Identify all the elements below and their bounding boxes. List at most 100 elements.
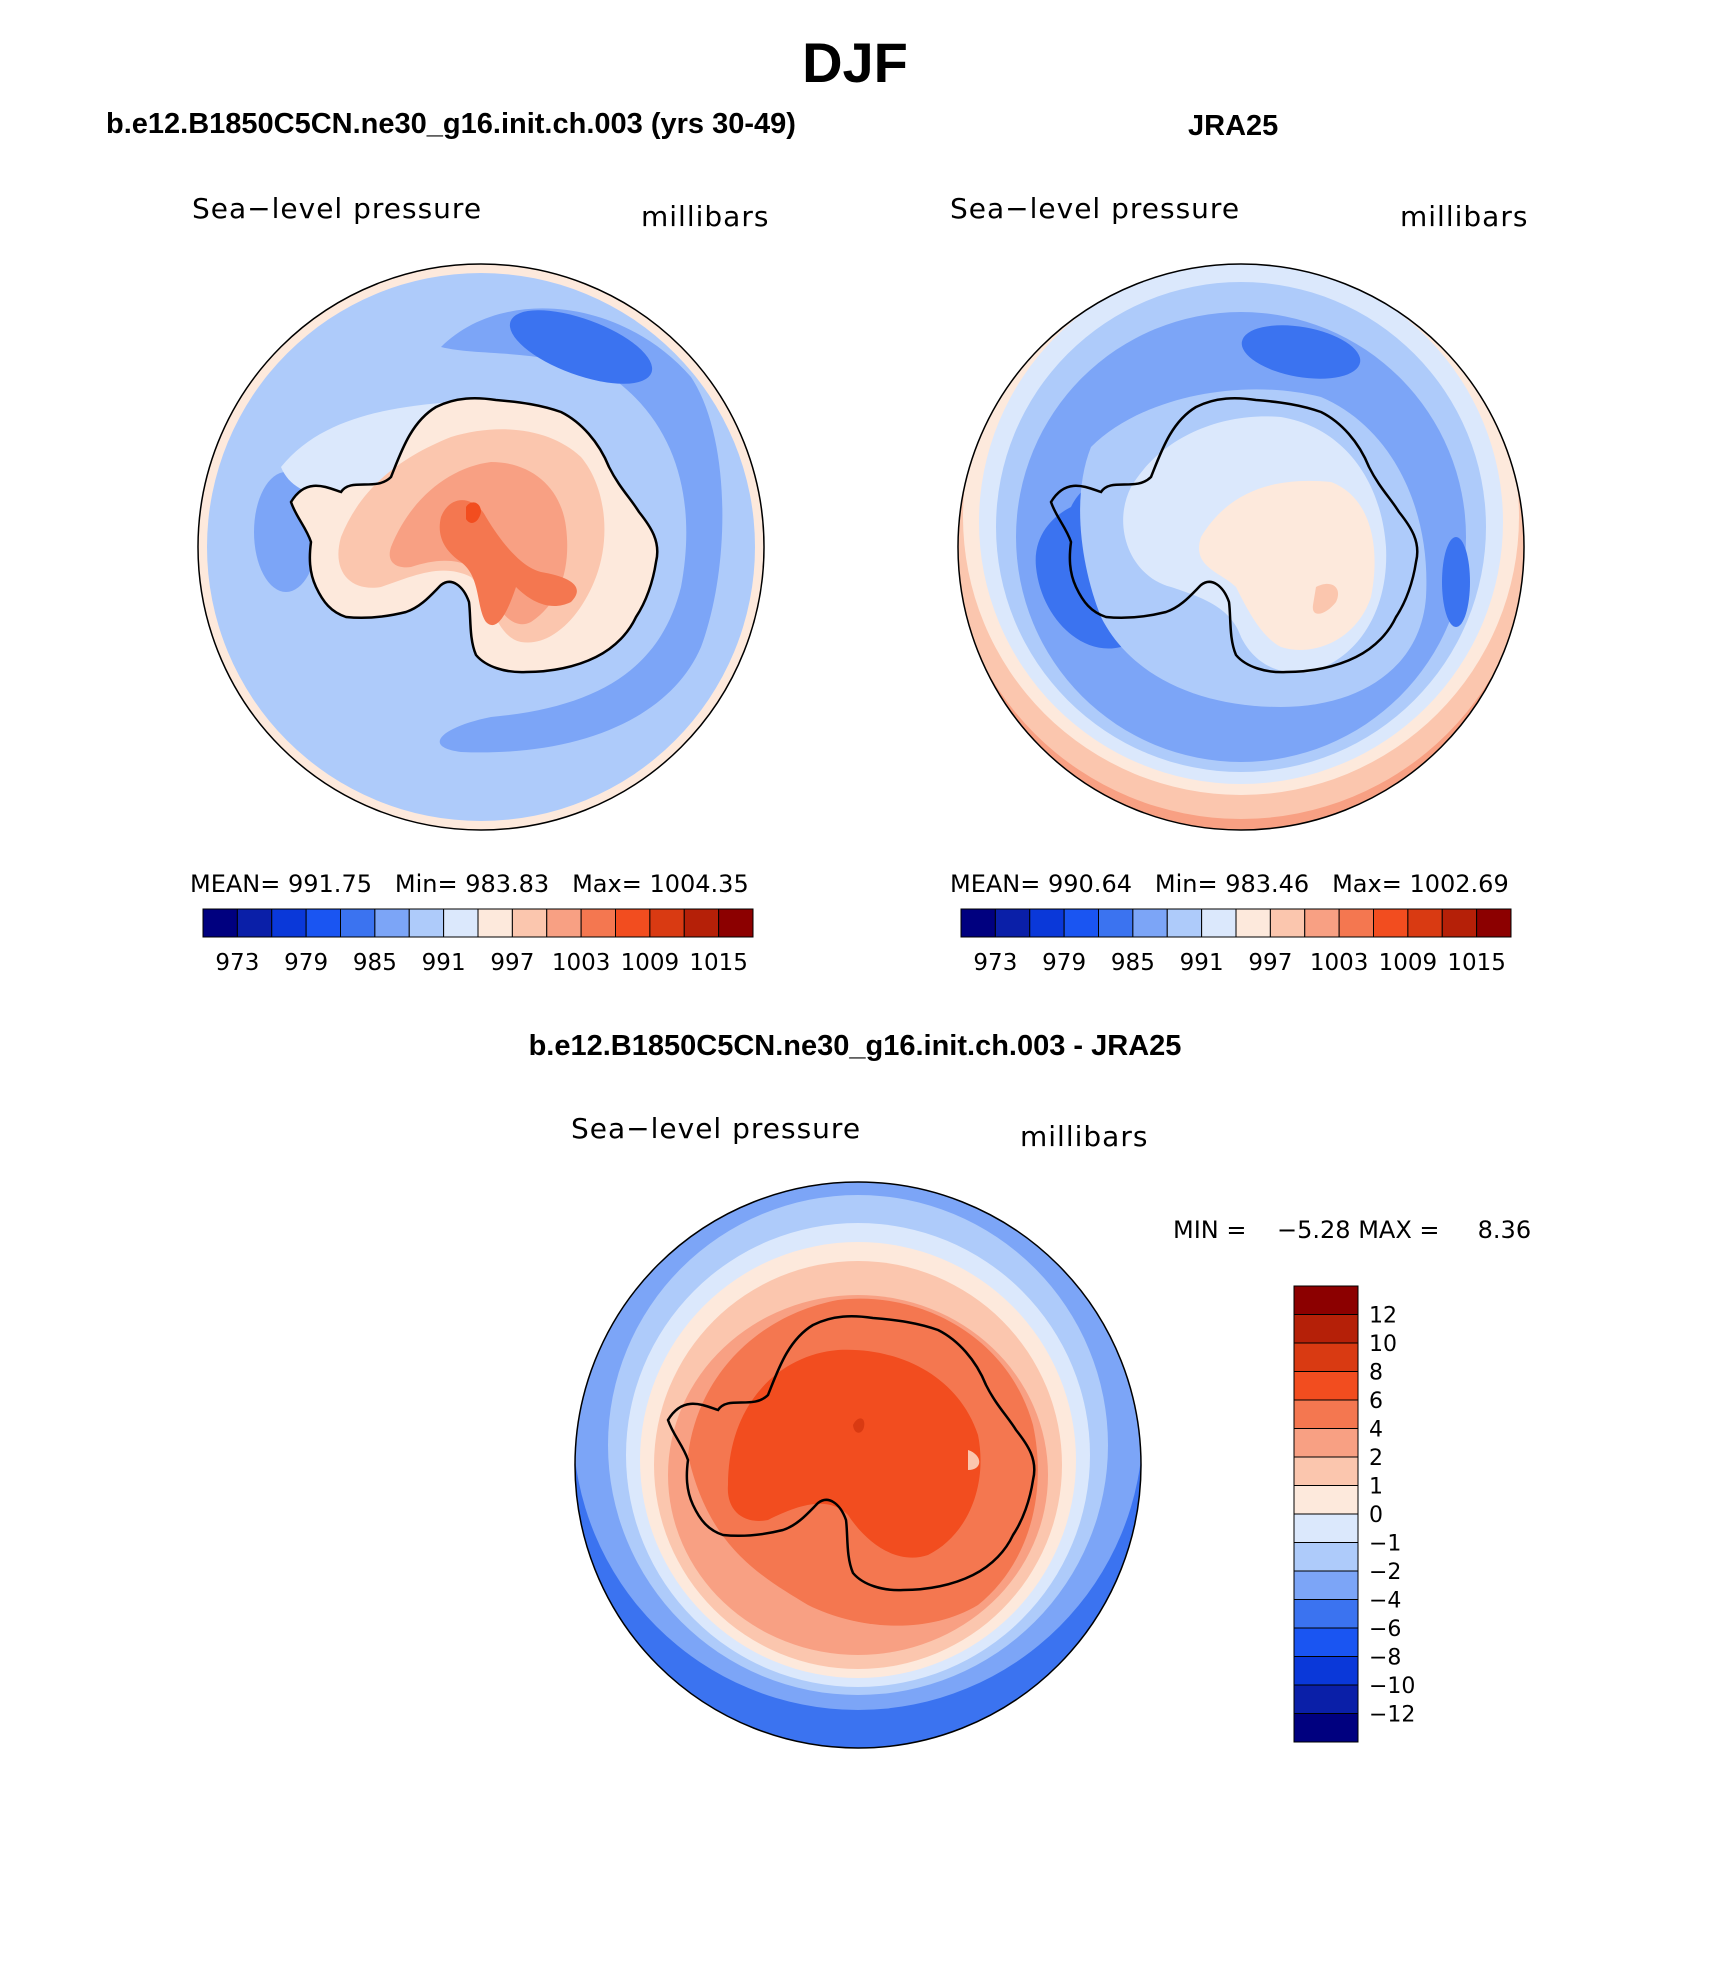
obs-colorbar-swatch <box>1441 908 1478 938</box>
obs-stats: MEAN= 990.64 Min= 983.46 Max= 1002.69 <box>950 870 1509 898</box>
model-slp-map <box>197 263 765 831</box>
diff-variable-label: Sea−level pressure <box>571 1112 862 1145</box>
diff-map-boundary <box>574 1181 1142 1749</box>
obs-colorbar-swatch <box>1476 908 1512 938</box>
model-colorbar-tick-label: 985 <box>353 950 397 976</box>
obs-colorbar-swatch <box>1338 908 1374 938</box>
diff-colorbar-tick-label: −4 <box>1369 1589 1401 1614</box>
model-colorbar-swatch <box>236 908 273 938</box>
model-colorbar-tick-label: 979 <box>284 950 328 976</box>
obs-variable-label: Sea−level pressure <box>950 192 1241 225</box>
obs-colorbar-tick-label: 997 <box>1248 950 1292 976</box>
diff-colorbar-tick-label: 10 <box>1369 1332 1397 1357</box>
figure-title: DJF <box>802 31 908 94</box>
diff-colorbar-swatch <box>1293 1285 1359 1315</box>
obs-colorbar-swatch <box>1132 908 1168 938</box>
diff-colorbar-tick-label: 1 <box>1369 1475 1383 1500</box>
diff-colorbar-tick-label: −2 <box>1369 1560 1401 1585</box>
model-mean-label: MEAN= <box>190 870 281 898</box>
diff-colorbar-tick-label: 4 <box>1369 1418 1383 1443</box>
obs-colorbar-swatch <box>1373 908 1409 938</box>
model-colorbar-tick-label: 991 <box>422 950 466 976</box>
obs-colorbar-swatch <box>1269 908 1306 938</box>
diff-colorbar-tick-label: 2 <box>1369 1446 1383 1471</box>
diff-slp-map <box>574 1181 1142 1749</box>
model-colorbar-swatch <box>202 908 238 938</box>
model-colorbar-swatch <box>374 908 410 938</box>
diff-min-value: −5.28 <box>1277 1216 1351 1244</box>
model-colorbar-swatch <box>718 908 754 938</box>
obs-colorbar-swatch <box>960 908 996 938</box>
obs-colorbar-tick-label: 973 <box>973 950 1017 976</box>
diff-colorbar-swatch <box>1293 1542 1359 1572</box>
diff-colorbar-swatch <box>1293 1456 1359 1486</box>
diff-colorbar-swatch <box>1293 1399 1359 1429</box>
diff-colorbar-swatch <box>1293 1485 1359 1515</box>
obs-panel-subtitle: JRA25 <box>1188 110 1279 142</box>
obs-colorbar-swatch <box>1166 908 1203 938</box>
model-max-label: Max= <box>572 870 642 898</box>
model-colorbar-swatch <box>546 908 582 938</box>
diff-colorbar-tick-label: 8 <box>1369 1361 1383 1386</box>
model-colorbar: 973 979 985 991 997 1003 1009 1015 <box>202 908 754 976</box>
diff-min-label: MIN = <box>1173 1216 1247 1244</box>
diff-colorbar-tick-label: 0 <box>1369 1503 1383 1528</box>
obs-units-label: millibars <box>1400 200 1529 233</box>
model-min-value: 983.83 <box>465 870 550 898</box>
obs-colorbar-tick-label: 991 <box>1180 950 1224 976</box>
diff-colorbar-swatch <box>1293 1599 1359 1629</box>
diff-max-value: 8.36 <box>1477 1216 1532 1244</box>
diff-stats: MIN = −5.28 MAX = 8.36 <box>1173 1216 1531 1244</box>
diff-max-label: MAX = <box>1358 1216 1440 1244</box>
diff-colorbar-tick-label: −8 <box>1369 1646 1401 1671</box>
obs-colorbar-tick-label: 1015 <box>1447 950 1506 976</box>
diff-colorbar-swatch <box>1293 1627 1359 1657</box>
obs-colorbar-swatch <box>1029 908 1065 938</box>
diff-colorbar-swatch <box>1293 1428 1359 1458</box>
model-colorbar-tick-label: 973 <box>215 950 259 976</box>
diff-colorbar-tick-label: −6 <box>1369 1617 1401 1642</box>
model-colorbar-tick-label: 1003 <box>552 950 611 976</box>
obs-colorbar: 973 979 985 991 997 1003 1009 1015 <box>960 908 1512 976</box>
obs-colorbar-swatch <box>1304 908 1340 938</box>
obs-colorbar-swatch <box>994 908 1031 938</box>
obs-max-label: Max= <box>1332 870 1402 898</box>
diff-panel-subtitle: b.e12.B1850C5CN.ne30_g16.init.ch.003 - J… <box>528 1030 1182 1062</box>
diff-colorbar-swatch <box>1293 1656 1359 1686</box>
diff-colorbar-tick-label: −1 <box>1369 1532 1401 1557</box>
diff-colorbar-swatch <box>1293 1570 1359 1600</box>
diff-colorbar-tick-label: −10 <box>1369 1674 1415 1699</box>
diff-colorbar-swatch <box>1293 1342 1359 1372</box>
obs-colorbar-tick-label: 1009 <box>1379 950 1438 976</box>
model-stats: MEAN= 991.75 Min= 983.83 Max= 1004.35 <box>190 870 749 898</box>
model-colorbar-swatch <box>580 908 616 938</box>
diff-colorbar-tick-label: 12 <box>1369 1304 1397 1329</box>
model-colorbar-swatch <box>305 908 341 938</box>
model-max-value: 1004.35 <box>649 870 749 898</box>
diff-colorbar-tick-label: −12 <box>1369 1703 1415 1728</box>
obs-colorbar-swatch <box>1201 908 1237 938</box>
model-units-label: millibars <box>641 200 770 233</box>
obs-mean-label: MEAN= <box>950 870 1041 898</box>
model-min-label: Min= <box>394 870 458 898</box>
model-colorbar-swatch <box>683 908 720 938</box>
model-variable-label: Sea−level pressure <box>192 192 483 225</box>
model-colorbar-swatch <box>477 908 513 938</box>
obs-max-value: 1002.69 <box>1409 870 1509 898</box>
obs-mean-value: 990.64 <box>1048 870 1132 898</box>
model-colorbar-swatch <box>649 908 685 938</box>
model-colorbar-swatch <box>408 908 445 938</box>
model-map-boundary <box>197 263 765 831</box>
model-colorbar-tick-label: 1009 <box>621 950 680 976</box>
obs-min-label: Min= <box>1154 870 1218 898</box>
obs-colorbar-swatch <box>1407 908 1443 938</box>
model-colorbar-tick-label: 997 <box>490 950 534 976</box>
obs-colorbar-swatch <box>1063 908 1099 938</box>
diff-colorbar-tick-label: 6 <box>1369 1389 1383 1414</box>
model-colorbar-swatch <box>271 908 307 938</box>
model-colorbar-tick-label: 1015 <box>689 950 748 976</box>
diff-units-label: millibars <box>1020 1120 1149 1153</box>
diff-colorbar-swatch <box>1293 1713 1359 1743</box>
diff-colorbar-swatch <box>1293 1684 1359 1714</box>
obs-slp-map <box>957 263 1525 831</box>
